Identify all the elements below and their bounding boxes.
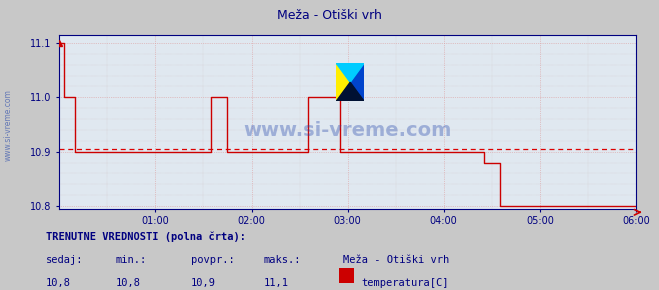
Text: temperatura[C]: temperatura[C] (361, 278, 449, 288)
Text: 10,8: 10,8 (115, 278, 140, 288)
Text: www.si-vreme.com: www.si-vreme.com (3, 89, 13, 161)
Text: maks.:: maks.: (264, 255, 301, 265)
Text: min.:: min.: (115, 255, 146, 265)
Text: povpr.:: povpr.: (191, 255, 235, 265)
Text: sedaj:: sedaj: (46, 255, 84, 265)
Text: TRENUTNE VREDNOSTI (polna črta):: TRENUTNE VREDNOSTI (polna črta): (46, 232, 246, 242)
Text: Meža - Otiški vrh: Meža - Otiški vrh (277, 9, 382, 22)
Text: www.si-vreme.com: www.si-vreme.com (243, 121, 452, 140)
Polygon shape (336, 64, 364, 82)
Polygon shape (336, 82, 364, 101)
Text: 10,8: 10,8 (46, 278, 71, 288)
Bar (336, 64, 350, 101)
Text: 10,9: 10,9 (191, 278, 216, 288)
Bar (350, 64, 364, 101)
Text: Meža - Otiški vrh: Meža - Otiški vrh (343, 255, 449, 265)
Text: 11,1: 11,1 (264, 278, 289, 288)
